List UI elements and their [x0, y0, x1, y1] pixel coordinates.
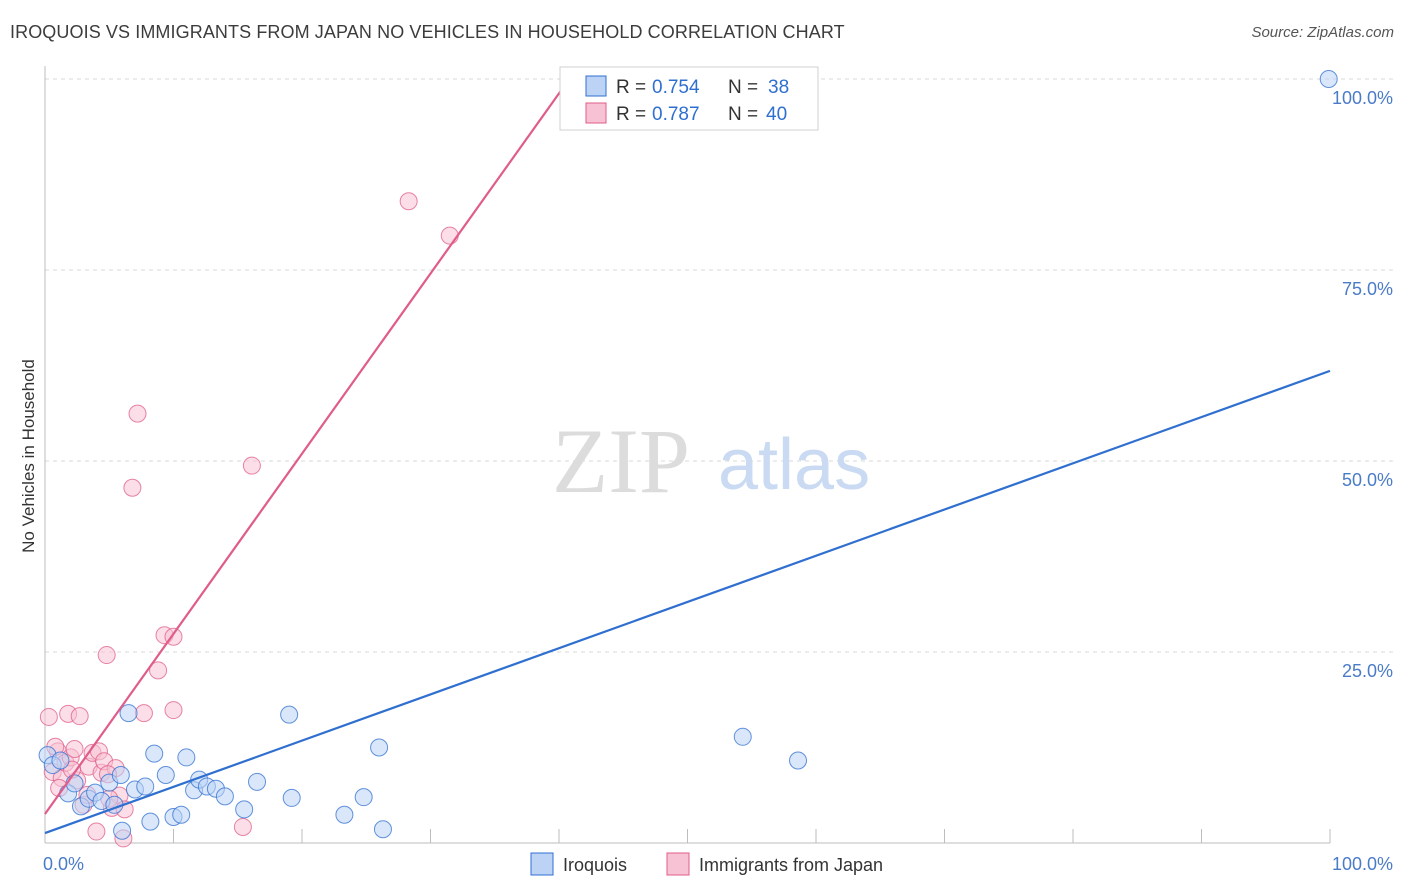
trend-lines: [44, 78, 1331, 835]
iroquois-trend-line: [44, 369, 1331, 835]
grid-lines: [45, 78, 1395, 653]
iroquois-point: [136, 777, 155, 796]
y-tick-label: 100.0%: [1332, 88, 1393, 108]
iroquois-point: [141, 812, 160, 831]
iroquois-point: [354, 788, 373, 807]
y-axis-label: No Vehicles in Household: [19, 359, 38, 553]
iroquois-point: [373, 820, 392, 839]
iroquois-point: [733, 727, 752, 746]
bottom-legend-iroquois: Iroquois: [563, 855, 627, 875]
chart-title: IROQUOIS VS IMMIGRANTS FROM JAPAN NO VEH…: [10, 22, 845, 42]
iroquois-point: [65, 774, 84, 793]
japan-point: [233, 817, 252, 836]
japan-point: [242, 456, 261, 475]
y-tick-label: 75.0%: [1342, 279, 1393, 299]
japan-point: [164, 701, 183, 720]
japan-point: [149, 661, 168, 680]
iroquois-point: [145, 744, 164, 763]
japan-point: [440, 226, 459, 245]
legend-swatch-iroquois: [585, 75, 607, 97]
series-japan-points: [39, 192, 459, 848]
iroquois-point: [51, 751, 70, 770]
japan-point: [134, 704, 153, 723]
iroquois-point: [280, 705, 299, 724]
legend-r-value: 0.754: [652, 77, 700, 98]
legend-r-label: R =: [616, 77, 646, 98]
japan-point: [128, 404, 147, 423]
legend-r-value: 0.787: [652, 104, 700, 125]
bottom-legend-swatch-iroquois: [530, 852, 554, 876]
iroquois-point: [119, 704, 138, 723]
source-credit: Source: ZipAtlas.com: [1251, 24, 1394, 41]
iroquois-point: [111, 766, 130, 785]
legend-n-label: N =: [728, 77, 758, 98]
iroquois-point: [282, 788, 301, 807]
series-iroquois-points: [38, 70, 1338, 840]
japan-point: [87, 822, 106, 841]
iroquois-point: [235, 800, 254, 819]
bottom-legend-japan: Immigrants from Japan: [699, 855, 883, 875]
y-tick-label: 25.0%: [1342, 661, 1393, 681]
japan-point: [39, 707, 58, 726]
japan-point: [70, 707, 89, 726]
watermark-atlas: atlas: [718, 425, 870, 505]
legend-n-value: 40: [766, 104, 787, 125]
x-tick-label: 0.0%: [43, 854, 84, 874]
bottom-legend-swatch-japan: [666, 852, 690, 876]
iroquois-point: [113, 821, 132, 840]
iroquois-point: [156, 766, 175, 785]
legend-n-value: 38: [768, 77, 789, 98]
watermark-zip: ZIP: [552, 410, 690, 512]
legend-swatch-japan: [585, 102, 607, 124]
y-tick-label: 50.0%: [1342, 470, 1393, 490]
iroquois-point: [172, 805, 191, 824]
iroquois-point: [1319, 70, 1338, 88]
legend-n-label: N =: [728, 104, 758, 125]
tick-labels: 25.0% 50.0% 75.0% 100.0% 0.0% 100.0%: [43, 88, 1393, 874]
japan-point: [97, 646, 116, 665]
japan-trend-line: [44, 78, 571, 815]
legend: R = 0.754 N = 38 R = 0.787 N = 40: [559, 66, 819, 131]
iroquois-point: [215, 787, 234, 806]
japan-point: [399, 192, 418, 211]
legend-r-label: R =: [616, 104, 646, 125]
bottom-legend: Iroquois Immigrants from Japan: [530, 852, 883, 876]
japan-point: [123, 478, 142, 497]
watermark: ZIP atlas: [552, 410, 870, 512]
iroquois-point: [335, 805, 354, 824]
iroquois-point: [248, 772, 267, 791]
iroquois-point: [177, 748, 196, 767]
iroquois-point: [789, 751, 808, 770]
japan-point: [65, 740, 84, 759]
iroquois-point: [370, 738, 389, 757]
x-tick-label: 100.0%: [1332, 854, 1393, 874]
